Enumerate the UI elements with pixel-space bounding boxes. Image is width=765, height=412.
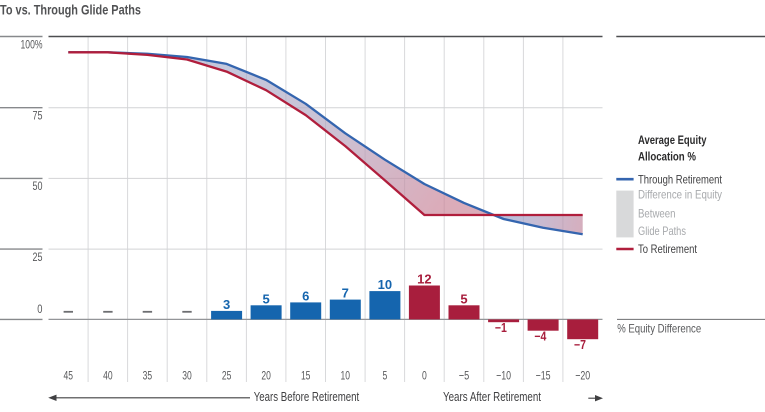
svg-text:6: 6 (302, 288, 309, 303)
svg-text:−20: −20 (575, 368, 590, 382)
svg-text:Difference in Equity: Difference in Equity (638, 188, 722, 202)
svg-text:5: 5 (262, 291, 269, 306)
svg-text:−7: −7 (574, 338, 586, 352)
svg-text:0: 0 (422, 368, 427, 382)
svg-text:25: 25 (33, 250, 43, 264)
svg-text:Glide Paths: Glide Paths (638, 224, 686, 238)
svg-text:−1: −1 (495, 321, 507, 335)
svg-text:10: 10 (378, 277, 392, 292)
svg-text:75: 75 (33, 109, 43, 123)
svg-text:−15: −15 (536, 368, 551, 382)
svg-text:12: 12 (417, 272, 431, 287)
svg-text:7: 7 (342, 286, 349, 301)
svg-text:45: 45 (64, 368, 74, 382)
svg-text:5: 5 (460, 291, 467, 306)
svg-text:15: 15 (301, 368, 311, 382)
svg-text:To vs. Through Glide Paths: To vs. Through Glide Paths (0, 2, 141, 18)
svg-text:−10: −10 (496, 368, 511, 382)
svg-text:−5: −5 (459, 368, 470, 382)
svg-text:30: 30 (182, 368, 192, 382)
svg-text:50: 50 (33, 179, 43, 193)
svg-text:25: 25 (222, 368, 232, 382)
svg-text:10: 10 (341, 368, 351, 382)
svg-text:3: 3 (223, 297, 230, 312)
svg-text:0: 0 (37, 302, 42, 316)
svg-text:35: 35 (143, 368, 153, 382)
svg-text:20: 20 (261, 368, 271, 382)
svg-text:Years Before Retirement: Years Before Retirement (254, 389, 360, 404)
svg-text:% Equity Difference: % Equity Difference (617, 322, 701, 336)
svg-text:Between: Between (638, 207, 676, 221)
svg-text:5: 5 (383, 368, 388, 382)
svg-text:To Retirement: To Retirement (638, 242, 698, 256)
svg-text:Allocation %: Allocation % (638, 150, 696, 164)
svg-text:Through Retirement: Through Retirement (638, 173, 723, 187)
svg-text:−4: −4 (534, 330, 546, 344)
svg-text:40: 40 (103, 368, 113, 382)
svg-text:100%: 100% (21, 37, 43, 51)
svg-text:Years After Retirement: Years After Retirement (443, 389, 541, 404)
svg-text:Average Equity: Average Equity (638, 133, 707, 147)
